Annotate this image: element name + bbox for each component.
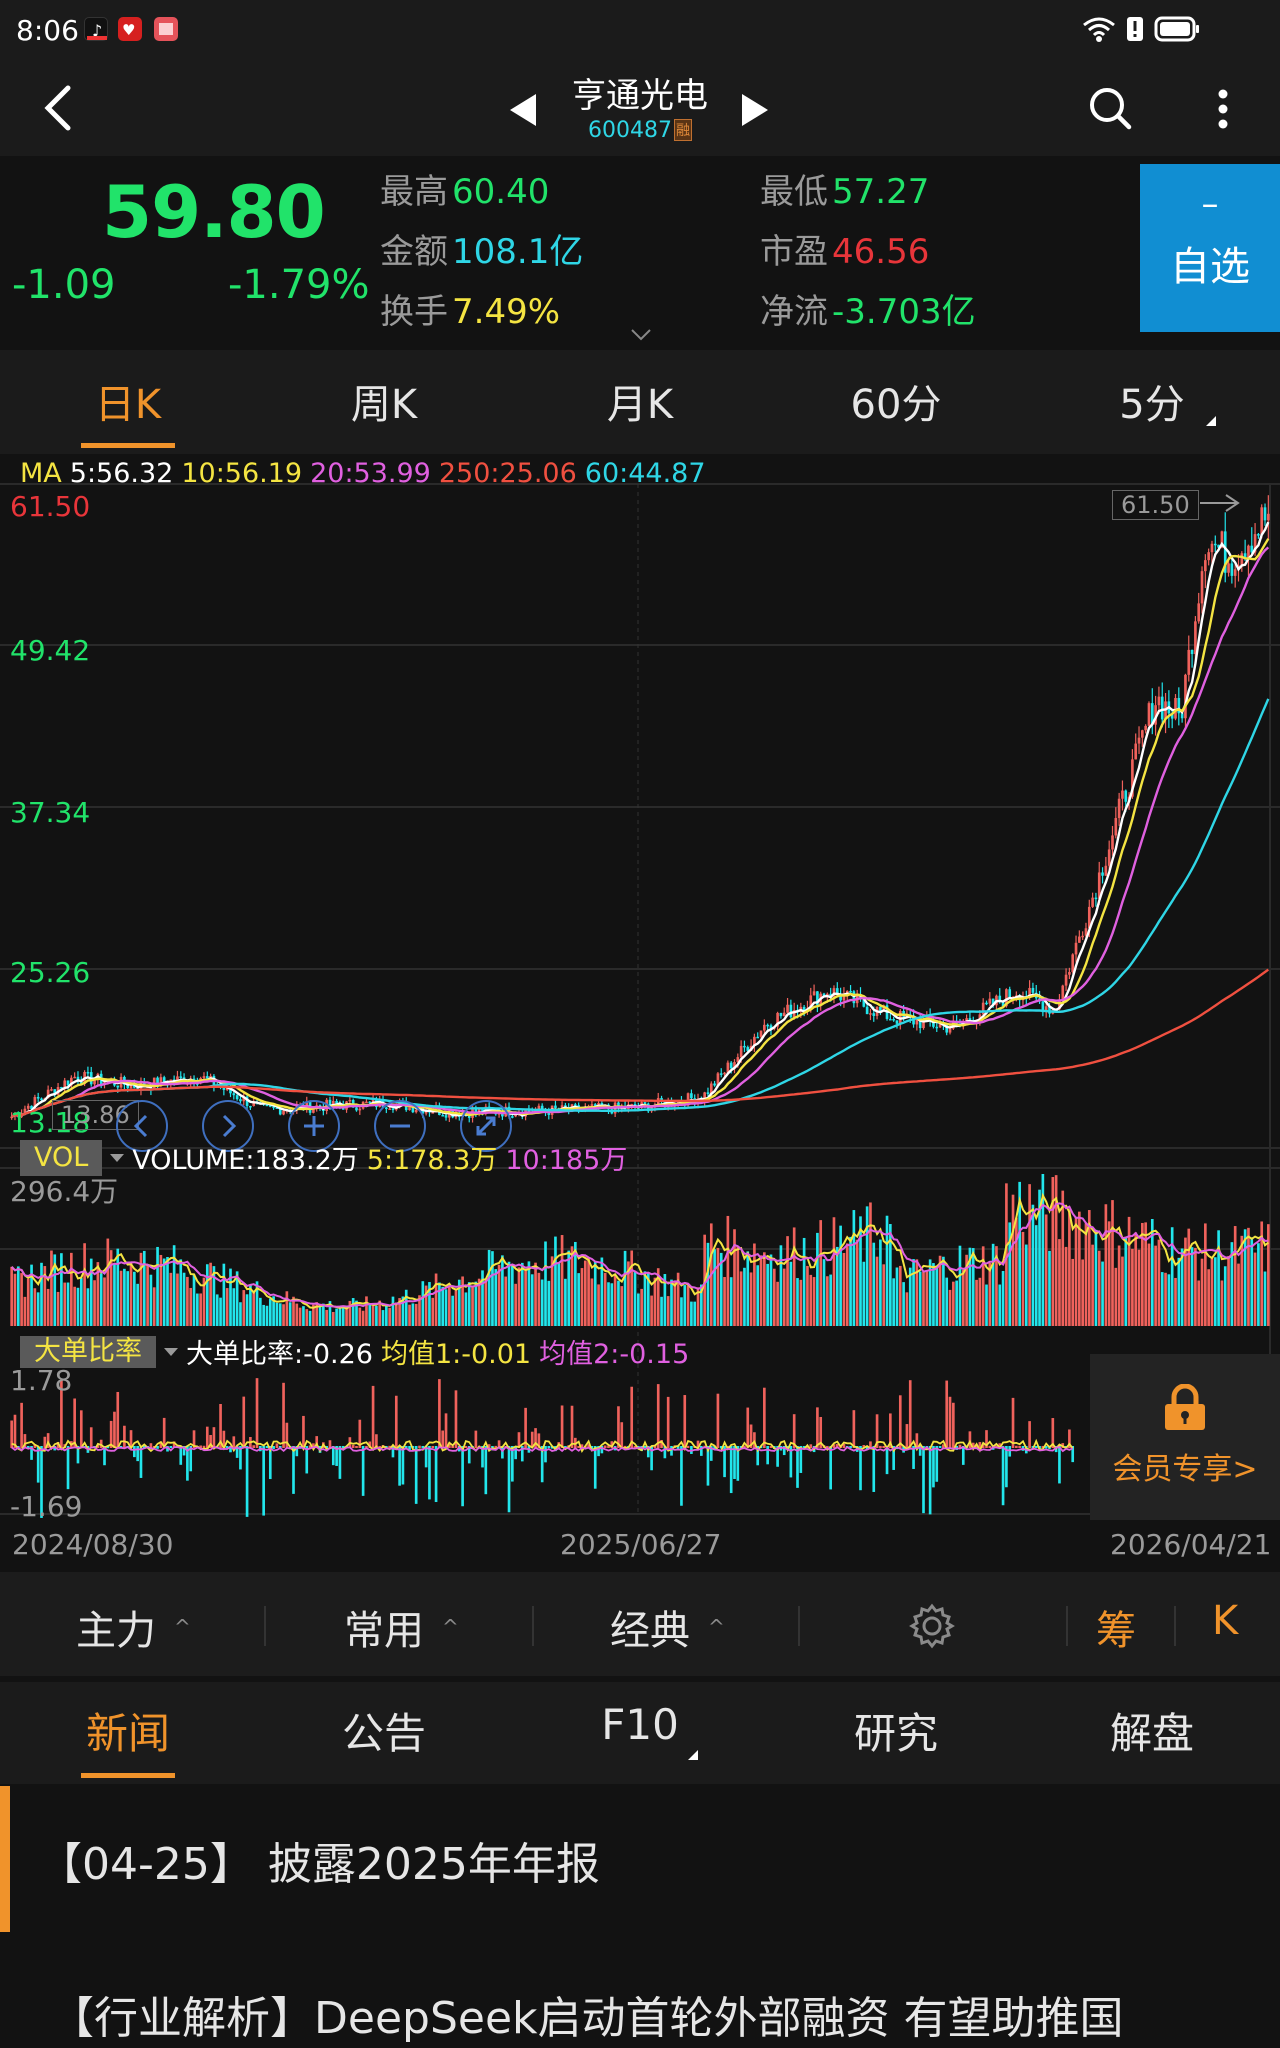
douyin-icon: ♪	[84, 17, 108, 41]
tab-analysis[interactable]: 解盘	[1109, 1709, 1194, 1758]
last-price: 59.80	[102, 170, 326, 254]
sim-alert-icon	[1127, 17, 1143, 41]
chevron-left-icon	[133, 1114, 148, 1138]
zoom-in-button[interactable]	[288, 1100, 340, 1152]
tab-news[interactable]: 新闻	[0, 1682, 256, 1784]
svg-text:♪: ♪	[92, 21, 102, 40]
divider	[798, 1606, 800, 1646]
volume-indicator-selector[interactable]: VOL	[20, 1139, 103, 1176]
y-axis-label: 37.34	[10, 796, 91, 829]
y-axis-min: 13.18	[10, 1106, 91, 1139]
next-stock-button[interactable]	[742, 94, 768, 126]
clock: 8:06	[16, 14, 79, 47]
volume-indicator-header: VOL VOLUME:183.2万 5:178.3万 10:185万	[20, 1138, 635, 1177]
volume-max-label: 296.4万	[10, 1175, 119, 1208]
y-axis-max: 61.50	[10, 490, 91, 523]
zoom-out-button[interactable]	[374, 1100, 426, 1152]
divider	[1066, 1606, 1068, 1646]
tab-daily-k[interactable]: 日K	[0, 350, 256, 454]
news-item[interactable]: 【04-25】 披露2025年年报	[38, 1839, 600, 1890]
health-icon: ♥	[118, 17, 142, 41]
chevron-down-icon[interactable]	[630, 328, 652, 342]
highlight-bar	[0, 1786, 10, 1932]
date-axis-end: 2026/04/21	[1110, 1528, 1272, 1561]
reader-icon	[154, 17, 178, 41]
gear-icon[interactable]	[908, 1602, 956, 1650]
fullscreen-button[interactable]	[460, 1100, 512, 1152]
battery-icon	[1154, 16, 1199, 42]
stat-netflow: 净流 -3.703亿	[760, 292, 976, 332]
caret-up-icon: ^	[174, 1615, 191, 1639]
stat-high: 最高 60.40	[380, 172, 550, 212]
date-axis-start: 2024/08/30	[12, 1528, 174, 1561]
nav-bar: 亨通光电 600487 融	[0, 60, 1280, 156]
menu-corner-icon	[688, 1750, 698, 1760]
more-vertical-icon[interactable]	[1208, 86, 1238, 132]
tab-60min[interactable]: 60分	[850, 382, 942, 428]
stat-low: 最低 57.27	[760, 172, 930, 212]
bigorder-max-label: 1.78	[10, 1364, 73, 1397]
stat-pe: 市盈 46.56	[760, 232, 930, 272]
bigorder-indicator-selector[interactable]: 大单比率	[20, 1335, 156, 1368]
divider	[532, 1606, 534, 1646]
lock-icon	[1165, 1383, 1205, 1430]
tool-common[interactable]: 常用 ^	[344, 1608, 459, 1654]
stat-turnover: 换手 7.49%	[380, 292, 561, 332]
tab-weekly-k[interactable]: 周K	[350, 382, 418, 428]
caret-down-icon[interactable]	[110, 1153, 125, 1162]
period-high-marker: 61.50	[1112, 490, 1199, 520]
margin-badge: 融	[673, 119, 692, 141]
prev-stock-button[interactable]	[510, 94, 536, 126]
chevron-right-icon	[222, 1114, 237, 1138]
date-axis-mid: 2025/06/27	[560, 1528, 722, 1561]
stock-name: 亨通光电	[572, 76, 708, 116]
stock-code: 600487 融	[588, 118, 692, 143]
price-change-pct: -1.79%	[228, 262, 370, 308]
caret-down-icon[interactable]	[164, 1347, 178, 1356]
vip-exclusive-button[interactable]: 会员专享>	[1090, 1354, 1280, 1520]
news-item[interactable]: 【行业解析】DeepSeek启动首轮外部融资 有望助推国	[50, 1993, 1124, 2044]
y-axis-label: 25.26	[10, 956, 91, 989]
divider	[264, 1606, 266, 1646]
news-list: 【04-25】 披露2025年年报 【行业解析】DeepSeek启动首轮外部融资…	[0, 1786, 1280, 2048]
fullscreen-icon	[476, 1116, 496, 1136]
chevron-left-icon[interactable]	[38, 84, 78, 132]
tool-kline[interactable]: K	[1212, 1598, 1239, 1644]
kline-chart-area[interactable]: MA 5:56.32 10:56.19 20:53.99 250:25.06 60:44.…	[0, 454, 1280, 1572]
tab-f10[interactable]: F10	[512, 1682, 768, 1784]
svg-text:♥: ♥	[122, 21, 135, 39]
plus-icon	[304, 1116, 324, 1136]
ma-legend: MA 5:56.32 10:56.19 20:53.99 250:25.06 60:44.…	[20, 458, 706, 489]
tab-5min[interactable]: 5分	[1024, 350, 1280, 454]
period-tabs: 日K 周K 月K 60分 5分	[0, 350, 1280, 454]
price-change: -1.09	[12, 262, 116, 308]
divider	[1174, 1606, 1176, 1646]
kline-chart[interactable]	[0, 454, 1280, 1572]
tool-chips[interactable]: 筹	[1096, 1608, 1136, 1654]
stat-amount: 金额 108.1亿	[380, 232, 584, 272]
scroll-right-button[interactable]	[202, 1100, 254, 1152]
minus-icon	[390, 1124, 410, 1128]
indicator-toolbar: 主力 ^ 常用 ^ 经典 ^ 筹 K	[0, 1572, 1280, 1676]
tool-classic[interactable]: 经典 ^	[610, 1608, 725, 1654]
search-icon[interactable]	[1086, 84, 1134, 132]
wifi-icon	[1083, 17, 1115, 42]
status-bar: 8:06 ♪ ♥	[0, 0, 1280, 60]
caret-up-icon: ^	[708, 1615, 725, 1639]
bigorder-indicator-header: 大单比率 大单比率:-0.26 均值1:-0.01 均值2:-0.15	[20, 1332, 697, 1371]
tab-monthly-k[interactable]: 月K	[606, 382, 674, 428]
tab-announcements[interactable]: 公告	[341, 1709, 426, 1758]
menu-corner-icon	[1206, 416, 1216, 426]
bigorder-min-label: -1.69	[10, 1490, 83, 1523]
quote-panel: 59.80 -1.09 -1.79% 最高 60.40 金额 108.1亿 换手 7.…	[0, 156, 1280, 350]
news-tabs: 新闻 公告 F10 研究 解盘	[0, 1682, 1280, 1784]
y-axis-label: 49.42	[10, 634, 91, 667]
caret-up-icon: ^	[442, 1615, 459, 1639]
tab-research[interactable]: 研究	[853, 1709, 938, 1758]
scroll-left-button[interactable]	[116, 1100, 168, 1152]
watchlist-button[interactable]: – 自选	[1140, 164, 1280, 332]
tool-main-force[interactable]: 主力 ^	[76, 1608, 191, 1654]
